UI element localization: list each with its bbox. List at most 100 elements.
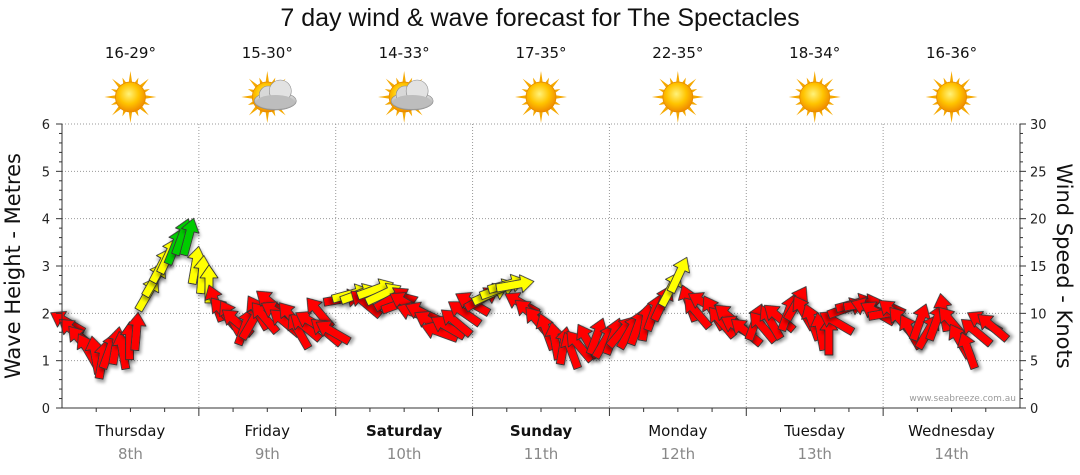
y2-tick-label: 15 bbox=[1030, 260, 1047, 275]
sun-ray bbox=[385, 78, 396, 89]
sunny-icon bbox=[515, 71, 567, 123]
wind-arrow bbox=[127, 311, 147, 352]
wind-arrow bbox=[666, 256, 690, 294]
day-label: Tuesday bbox=[783, 422, 845, 440]
sun-ray bbox=[933, 105, 944, 116]
cloud-part bbox=[393, 95, 432, 109]
sun-disc bbox=[936, 81, 967, 113]
sun-ray bbox=[265, 110, 270, 123]
sun-ray bbox=[686, 105, 697, 116]
y-axis-title: Wave Height - Metres bbox=[1, 153, 25, 379]
chart-axes: 0 1 2 3 4 5 6 0 5 10 15 20 25 30 bbox=[42, 118, 1047, 417]
wind-arrow bbox=[977, 314, 1011, 343]
wind-arrow bbox=[819, 316, 839, 356]
sun-ray bbox=[385, 105, 396, 116]
sun-ray bbox=[788, 95, 801, 99]
sun-ray bbox=[138, 105, 149, 116]
sun-ray bbox=[104, 95, 117, 99]
sun-disc bbox=[662, 81, 694, 113]
sun-disc bbox=[799, 81, 831, 113]
sun-ray bbox=[522, 105, 533, 116]
y-tick-label: 2 bbox=[42, 307, 50, 322]
wind-arrow-shape bbox=[315, 320, 352, 346]
sun-disc bbox=[525, 81, 557, 113]
y2-tick-label: 0 bbox=[1030, 402, 1038, 417]
chart-title: 7 day wind & wave forecast for The Spect… bbox=[280, 4, 800, 32]
weather-row: 16-29° 15-30° 14-33° 17-35° 22-35° 18-34° 16-3… bbox=[104, 44, 978, 123]
wind-arrow-shape bbox=[819, 316, 839, 356]
sun-ray bbox=[241, 95, 254, 99]
wind-arrows bbox=[50, 217, 1011, 380]
sun-ray bbox=[796, 78, 807, 89]
day-label: Monday bbox=[648, 422, 707, 440]
wind-arrow bbox=[763, 304, 797, 334]
sun-ray bbox=[823, 78, 834, 89]
sun-ray bbox=[960, 105, 970, 116]
sunny-icon bbox=[651, 71, 704, 123]
sun-ray bbox=[128, 110, 133, 123]
wind-arrow bbox=[179, 217, 200, 257]
temp-range: 18-34° bbox=[789, 44, 840, 62]
y2-tick-label: 20 bbox=[1030, 213, 1047, 228]
temp-range: 22-35° bbox=[652, 44, 703, 62]
sun-ray bbox=[796, 105, 807, 116]
sun-ray bbox=[248, 105, 259, 116]
axis-labels: Wave Height - Metres Wind Speed - Knots … bbox=[1, 153, 1076, 463]
wind-arrow-shape bbox=[977, 314, 1011, 343]
y-tick-label: 6 bbox=[42, 118, 50, 133]
wind-arrow-shape bbox=[127, 311, 147, 352]
wind-arrow-shape bbox=[763, 304, 797, 334]
wind-arrow bbox=[957, 331, 979, 370]
wind-arrow bbox=[315, 320, 352, 346]
sun-ray bbox=[933, 78, 944, 89]
sun-ray bbox=[691, 95, 704, 99]
sun-ray bbox=[138, 78, 149, 89]
sun-ray bbox=[965, 95, 978, 99]
sun-ray bbox=[676, 71, 680, 84]
sun-ray bbox=[549, 78, 560, 89]
sun-disc bbox=[115, 81, 146, 113]
sun-ray bbox=[112, 105, 122, 116]
wind-arrow-shape bbox=[495, 274, 535, 293]
temp-range: 17-35° bbox=[515, 44, 566, 62]
wind-arrow-shape bbox=[666, 256, 690, 294]
date-label: 9th bbox=[255, 445, 280, 463]
sun-ray bbox=[549, 105, 560, 116]
wind-arrow-shape bbox=[957, 331, 979, 370]
y2-tick-label: 5 bbox=[1030, 355, 1038, 370]
cloud-shape bbox=[390, 79, 434, 111]
y-tick-label: 5 bbox=[42, 165, 50, 180]
y2-axis-title: Wind Speed - Knots bbox=[1052, 163, 1076, 368]
temp-range: 16-36° bbox=[926, 44, 977, 62]
sun-ray bbox=[812, 71, 817, 84]
sun-ray bbox=[378, 95, 391, 99]
sunny-icon bbox=[925, 71, 978, 123]
wind-arrow-shape bbox=[199, 264, 219, 304]
wind-arrow-shape bbox=[179, 217, 200, 257]
sun-ray bbox=[128, 71, 133, 84]
sun-ray bbox=[539, 71, 543, 84]
sun-ray bbox=[949, 110, 954, 123]
y-tick-label: 3 bbox=[42, 260, 50, 275]
y-tick-label: 4 bbox=[42, 213, 50, 228]
date-label: 11th bbox=[524, 445, 558, 463]
watermark: www.seabreeze.com.au bbox=[909, 394, 1016, 404]
partly-cloudy-icon bbox=[241, 71, 297, 123]
sun-ray bbox=[402, 110, 406, 123]
day-label: Friday bbox=[245, 422, 291, 440]
sun-ray bbox=[949, 71, 954, 84]
temp-range: 15-30° bbox=[242, 44, 293, 62]
sun-ray bbox=[812, 110, 817, 123]
sun-ray bbox=[651, 95, 664, 99]
date-label: 14th bbox=[934, 445, 968, 463]
y2-tick-label: 25 bbox=[1030, 165, 1047, 180]
wind-arrow bbox=[199, 264, 219, 304]
date-label: 12th bbox=[661, 445, 695, 463]
temp-range: 16-29° bbox=[105, 44, 156, 62]
sun-ray bbox=[686, 78, 697, 89]
sun-ray bbox=[515, 95, 528, 99]
sun-ray bbox=[539, 110, 543, 123]
date-label: 8th bbox=[118, 445, 143, 463]
sun-ray bbox=[659, 78, 670, 89]
